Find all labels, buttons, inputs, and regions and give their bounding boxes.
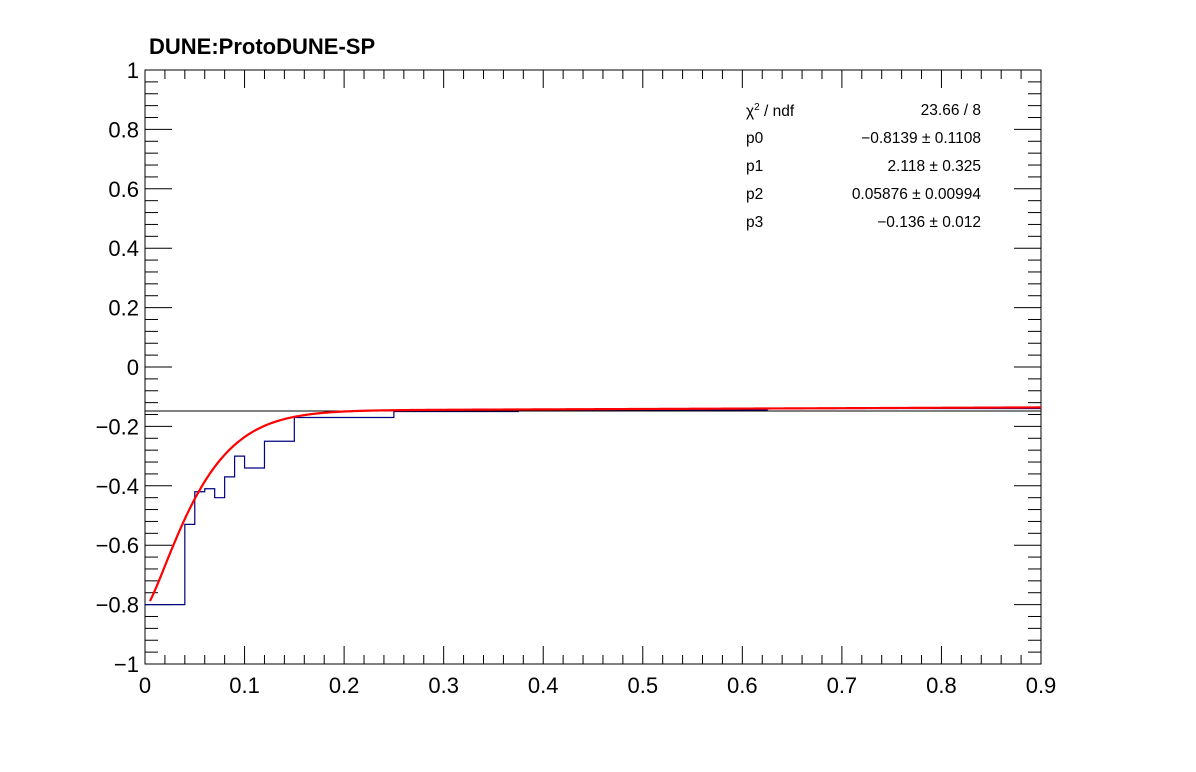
stat-row-chi2: χ2 / ndf 23.66 / 8 [746,102,981,130]
chi2-label-text: / ndf [764,103,795,121]
fit-curve [148,406,1042,602]
y-tick-label: 0.4 [108,236,139,261]
y-tick-label: 1 [127,58,139,83]
plot-title: DUNE:ProtoDUNE-SP [149,34,376,59]
y-tick-label: −1 [114,652,139,677]
stat-row-p0: p0 −0.8139 ± 0.1108 [746,130,981,158]
y-tick-label: −0.2 [96,414,139,439]
param-value: 0.05876 ± 0.00994 [851,186,981,203]
y-tick-label: 0 [127,355,139,380]
stat-row-p2: p2 0.05876 ± 0.00994 [746,186,981,214]
param-name: p2 [746,186,764,203]
axis-ticks [144,69,1042,665]
x-tick-label: 0.3 [428,673,459,698]
y-tick-label: −0.8 [96,593,139,618]
x-tick-label: 0.1 [229,673,260,698]
axis-tick-labels: 0 0.1 0.2 0.3 0.4 0.5 0.6 0.7 0.8 0.9 −1 −0.8 −0.6 −0… [96,58,1057,698]
histogram-outline [145,407,1041,606]
x-tick-label: 0.2 [329,673,360,698]
x-tick-label: 0.4 [528,673,559,698]
param-name: p3 [746,214,764,231]
x-tick-label: 0.8 [926,673,957,698]
y-tick-label: −0.6 [96,533,139,558]
chi2-value: 23.66 / 8 [920,102,981,119]
fit-line [148,406,1042,602]
param-name: p0 [746,130,764,147]
y-tick-label: 0.8 [108,117,139,142]
fit-stats-box: χ2 / ndf 23.66 / 8 p0 −0.8139 ± 0.1108 p… [746,102,981,242]
y-tick-label: −0.4 [96,474,139,499]
param-value: −0.136 ± 0.012 [877,214,981,231]
param-name: p1 [746,158,764,175]
x-tick-label: 0.5 [627,673,658,698]
y-tick-label: 0.6 [108,177,139,202]
x-tick-label: 0.7 [827,673,858,698]
histogram [145,407,1041,606]
stat-row-p3: p3 −0.136 ± 0.012 [746,214,981,242]
param-value: 2.118 ± 0.325 [887,158,981,175]
chi2-label: χ2 / ndf [746,102,795,121]
x-tick-label: 0.6 [727,673,758,698]
param-value: −0.8139 ± 0.1108 [861,130,981,147]
x-tick-label: 0.9 [1026,673,1057,698]
y-tick-label: 0.2 [108,296,139,321]
x-tick-label: 0 [139,673,151,698]
stat-row-p1: p1 2.118 ± 0.325 [746,158,981,186]
